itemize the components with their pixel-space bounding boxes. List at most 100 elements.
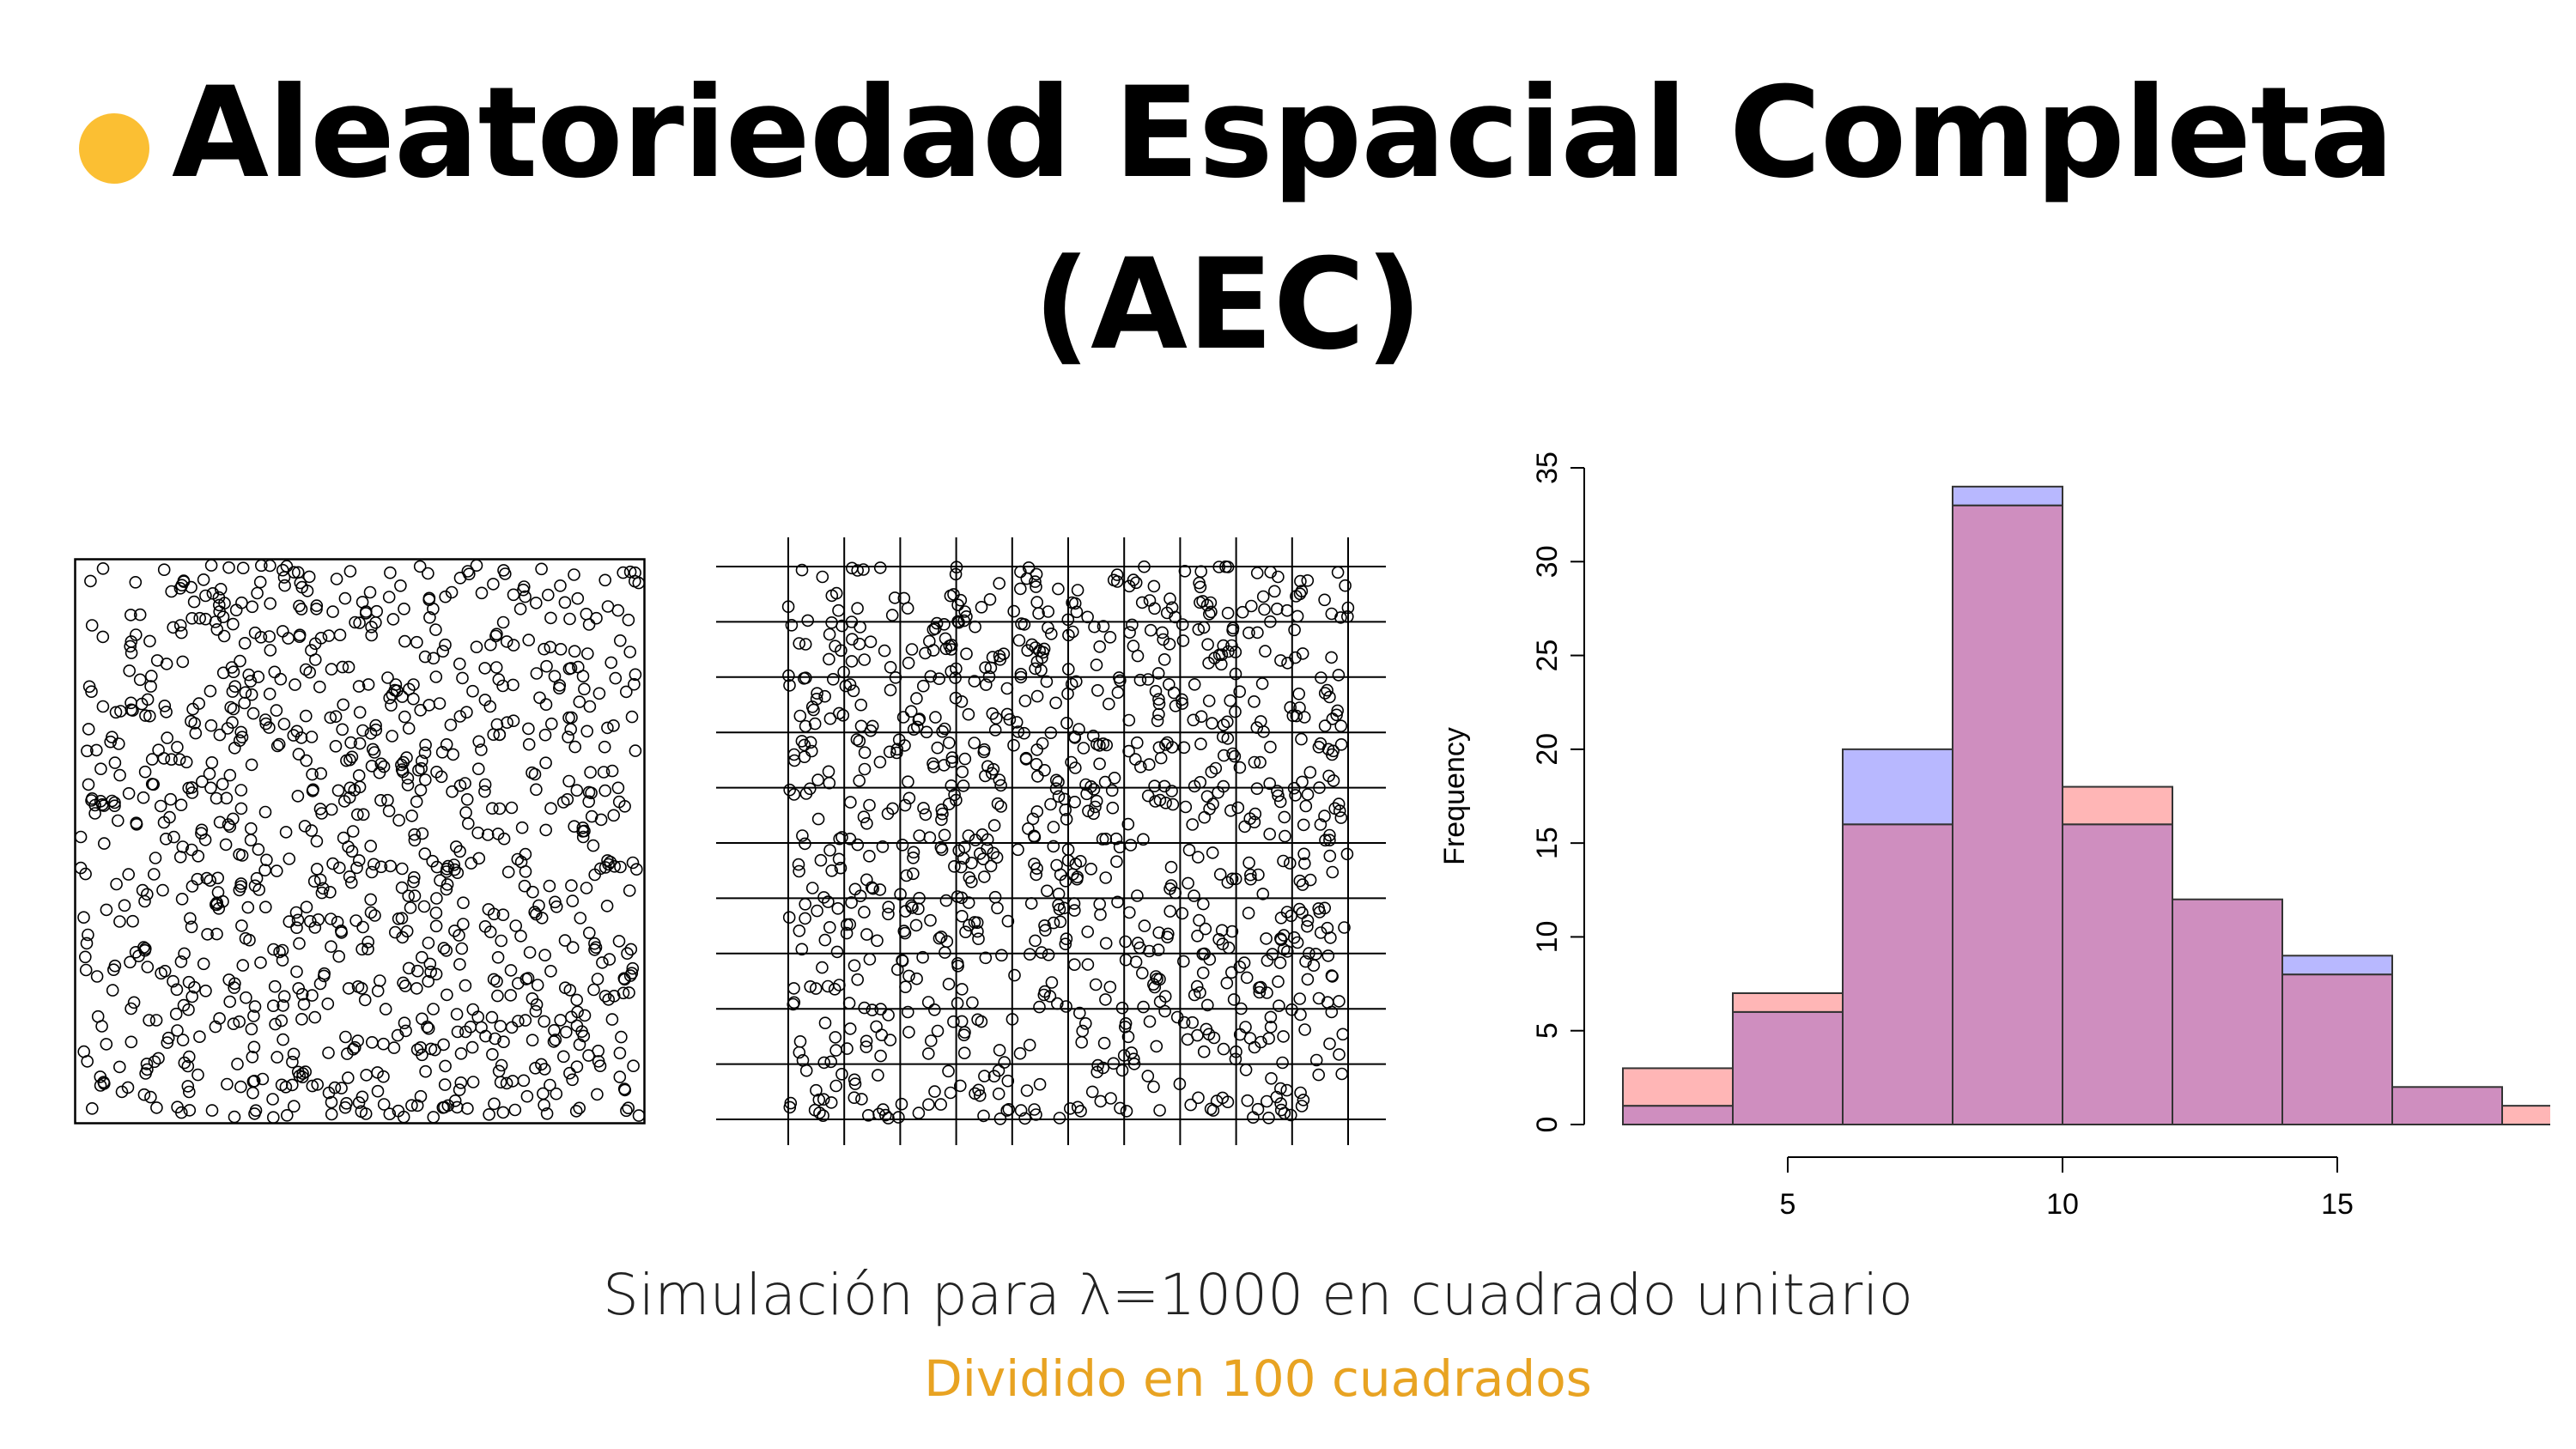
point [936, 807, 949, 821]
point [1028, 1103, 1041, 1116]
point [239, 686, 252, 699]
point [268, 979, 282, 993]
point [842, 997, 856, 1009]
point [1176, 634, 1190, 647]
point [1137, 1000, 1150, 1014]
point [332, 949, 346, 963]
point [971, 925, 984, 938]
point [1154, 751, 1168, 765]
point [161, 1036, 174, 1049]
point [1319, 834, 1332, 847]
point [876, 840, 890, 853]
point [222, 973, 235, 986]
point [994, 779, 1007, 792]
point [603, 953, 617, 966]
point [440, 865, 453, 878]
point [530, 783, 543, 797]
point [305, 644, 318, 657]
point [496, 679, 509, 693]
point [345, 845, 359, 858]
point [538, 949, 551, 962]
point [538, 1098, 550, 1112]
point [211, 886, 225, 899]
point [295, 1012, 308, 1026]
point [622, 613, 635, 627]
point [342, 660, 355, 674]
point [223, 995, 236, 1009]
point [325, 1095, 338, 1109]
point [1225, 925, 1239, 938]
point [248, 879, 262, 893]
point [175, 626, 188, 640]
point [293, 628, 307, 641]
point [198, 834, 212, 846]
point [355, 1090, 369, 1104]
point [321, 997, 335, 1010]
point [799, 671, 812, 684]
point [88, 807, 101, 820]
point [605, 1013, 619, 1026]
point [184, 912, 197, 925]
point [804, 782, 817, 796]
point [94, 762, 107, 775]
point [441, 859, 455, 873]
point [392, 1104, 405, 1118]
point [783, 783, 796, 797]
point [1138, 919, 1151, 932]
point [883, 745, 896, 759]
point [487, 973, 501, 986]
point [187, 595, 201, 609]
point [873, 883, 887, 896]
point [470, 640, 483, 653]
point [625, 967, 639, 980]
point [246, 600, 258, 614]
point [163, 810, 176, 824]
point [1060, 932, 1073, 946]
point [1086, 730, 1100, 743]
point [617, 986, 630, 1000]
point [942, 978, 956, 991]
point [793, 1034, 807, 1048]
point [1230, 1045, 1242, 1058]
point [370, 604, 384, 618]
point [382, 591, 396, 603]
point [318, 967, 331, 980]
point [89, 743, 103, 757]
point [326, 857, 339, 870]
point [962, 896, 975, 909]
point [392, 912, 405, 925]
point [185, 781, 198, 794]
point [429, 670, 443, 683]
point [311, 1078, 325, 1091]
point [360, 1069, 374, 1082]
point [276, 943, 289, 957]
point [949, 691, 963, 705]
point [436, 645, 450, 658]
point [1227, 993, 1241, 1006]
point [965, 856, 978, 870]
point [1325, 651, 1338, 664]
point [316, 882, 330, 895]
point [287, 1100, 301, 1113]
point [245, 758, 258, 772]
point [571, 1005, 584, 1019]
point [1081, 925, 1095, 938]
point [1228, 749, 1242, 763]
point [519, 1014, 532, 1027]
point [848, 959, 861, 973]
point [565, 879, 578, 892]
point [1296, 775, 1309, 789]
point [306, 767, 319, 781]
point [544, 1078, 556, 1092]
point [1002, 1102, 1016, 1116]
point [1162, 678, 1176, 691]
point [289, 678, 301, 691]
point [465, 1040, 479, 1054]
point [1147, 1080, 1160, 1094]
point [137, 791, 150, 804]
point [897, 591, 911, 605]
point [217, 629, 231, 643]
point [472, 735, 486, 749]
point [255, 559, 268, 573]
point [314, 767, 328, 780]
